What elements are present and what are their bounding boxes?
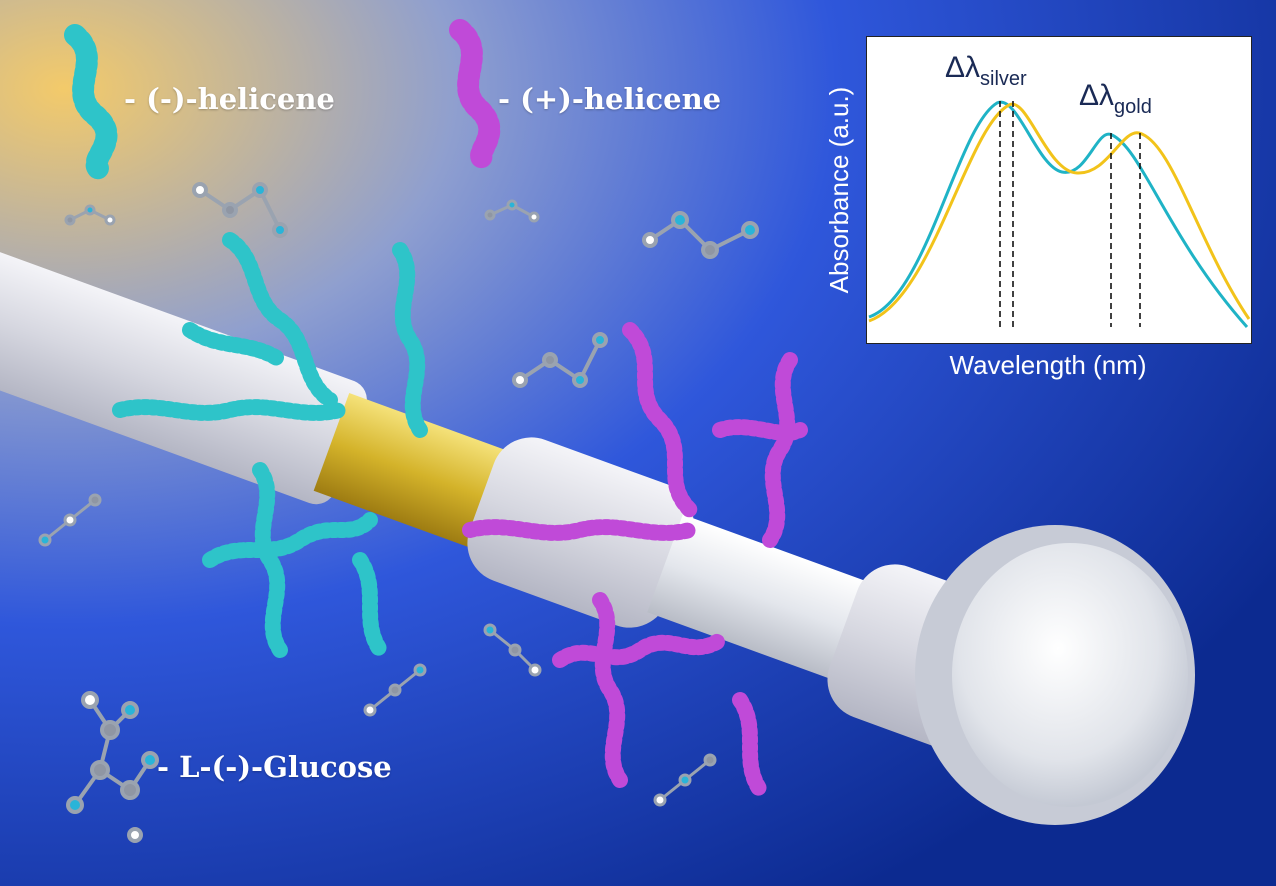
glucose-label: - L-(-)-Glucose [157, 750, 392, 784]
plus-helicene-label: - (+)-helicene [498, 82, 721, 116]
silver-delta-label: Δλsilver [945, 51, 1027, 90]
absorbance-inset: Δλsilver Δλgold [866, 36, 1252, 344]
gold-delta-label: Δλgold [1079, 79, 1152, 118]
minus-helicene-label: - (-)-helicene [124, 82, 335, 116]
teal-absorbance-curve [869, 102, 1247, 327]
yellow-absorbance-curve [869, 104, 1249, 321]
absorbance-plot: Δλsilver Δλgold [867, 37, 1251, 343]
fiber-end-face [952, 543, 1188, 807]
